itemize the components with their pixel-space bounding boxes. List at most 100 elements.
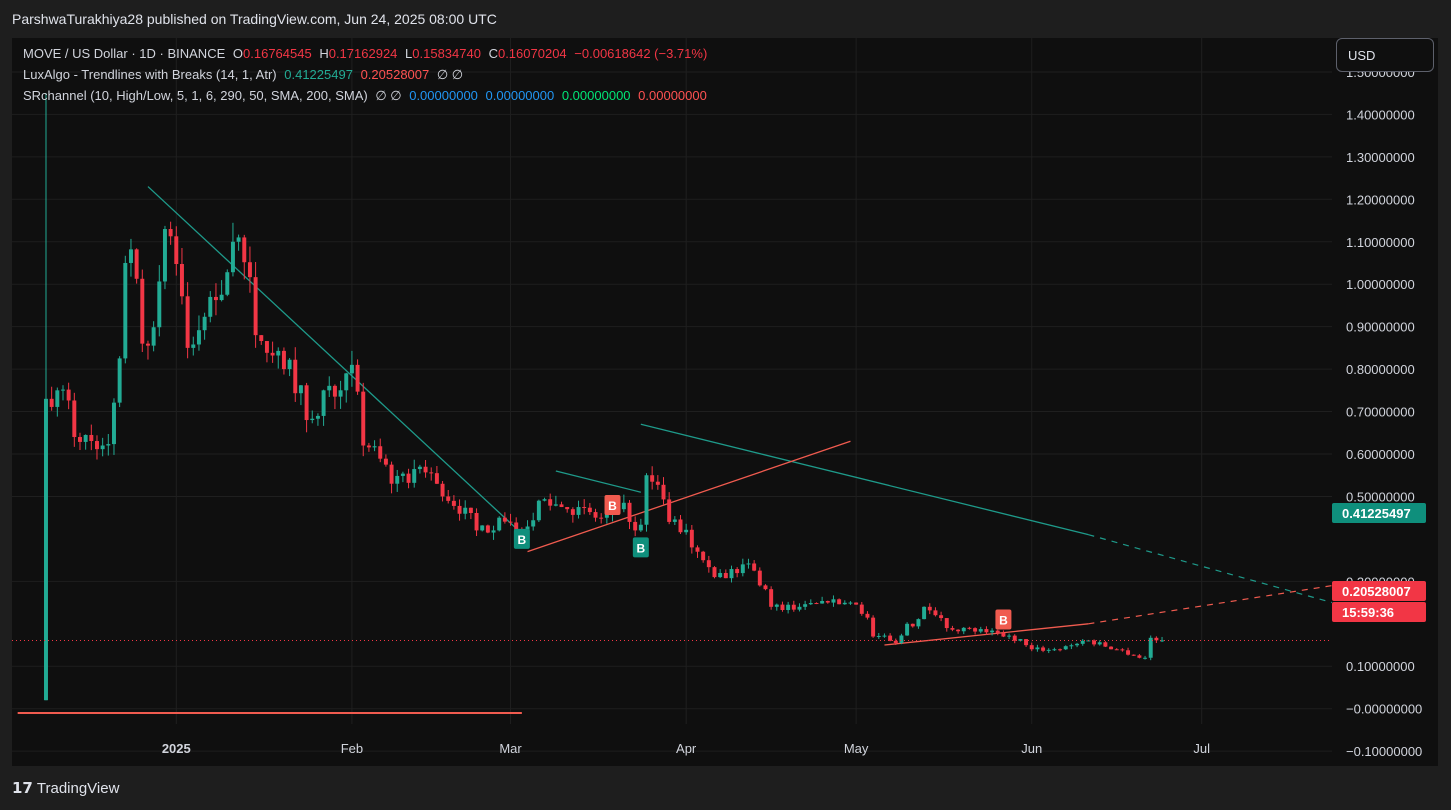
candle-body	[1148, 637, 1153, 658]
candle-body	[576, 507, 581, 515]
candle-body	[502, 517, 507, 522]
candle-body	[497, 517, 502, 531]
candle-body	[412, 469, 417, 483]
candle-body	[927, 606, 932, 611]
candle-body	[451, 500, 456, 506]
candle-body	[117, 358, 122, 403]
candle-body	[752, 563, 757, 571]
candle-body	[825, 600, 830, 603]
candle-body	[786, 604, 791, 611]
candle-body	[1114, 649, 1119, 651]
candle-body	[94, 441, 99, 450]
symbol-name[interactable]: MOVE / US Dollar · 1D · BINANCE	[23, 46, 226, 61]
break-marker-label: B	[608, 499, 617, 513]
candle-body	[604, 513, 609, 518]
candle-body	[298, 385, 303, 394]
candle-body	[661, 484, 666, 500]
candle-body	[542, 499, 547, 501]
candle-body	[338, 390, 343, 397]
candle-body	[939, 615, 944, 619]
candle-body	[361, 391, 366, 446]
candle-body	[106, 444, 111, 446]
candle-body	[151, 327, 156, 346]
candle-body	[1131, 654, 1136, 656]
candle-body	[349, 364, 354, 374]
srchannel-null-values: ∅ ∅	[375, 88, 402, 103]
y-tick-label: 1.20000000	[1346, 192, 1415, 207]
indicator-name-luxalgo[interactable]: LuxAlgo - Trendlines with Breaks (14, 1,…	[23, 67, 277, 82]
candle-body	[1143, 657, 1148, 659]
candle-body	[820, 600, 825, 604]
candle-body	[72, 400, 77, 438]
candle-body	[797, 606, 802, 610]
candle-body	[1001, 632, 1006, 637]
tradingview-logo[interactable]: 𝟭𝟳 TradingView	[12, 779, 119, 797]
x-tick-label: Jun	[1021, 741, 1042, 756]
y-tick-label: 1.00000000	[1346, 277, 1415, 292]
candle-body	[859, 604, 864, 614]
candle-body	[803, 604, 808, 607]
y-tick-label: 1.30000000	[1346, 150, 1415, 165]
x-tick-label: Jul	[1193, 741, 1210, 756]
candle-body	[474, 512, 479, 531]
candle-body	[1075, 643, 1080, 646]
candle-body	[718, 572, 723, 578]
y-tick-label: 0.80000000	[1346, 362, 1415, 377]
candle-body	[406, 473, 411, 483]
candle-body	[553, 504, 558, 506]
candle-body	[174, 236, 179, 265]
currency-selector[interactable]: USD	[1336, 38, 1434, 72]
candle-body	[837, 599, 842, 605]
candle-body	[389, 464, 394, 484]
candle-body	[774, 604, 779, 607]
candle-body	[344, 373, 349, 391]
candle-body	[1092, 640, 1097, 645]
candle-body	[888, 635, 893, 641]
candle-body	[55, 390, 60, 407]
trendline-teal	[555, 470, 641, 493]
candle-body	[769, 589, 774, 607]
candle-body	[508, 521, 513, 523]
candle-body	[746, 563, 751, 565]
candle-body	[162, 229, 167, 282]
indicator-name-srchannel[interactable]: SRchannel (10, High/Low, 5, 1, 6, 290, 5…	[23, 88, 368, 103]
candle-body	[321, 390, 326, 416]
candle-body	[984, 629, 989, 633]
candle-body	[1063, 646, 1068, 650]
footer: 𝟭𝟳 TradingView	[0, 770, 1451, 810]
candle-body	[990, 630, 995, 633]
candle-body	[684, 529, 689, 533]
candle-body	[967, 627, 972, 629]
symbol-legend[interactable]: MOVE / US Dollar · 1D · BINANCE O0.16764…	[23, 46, 711, 61]
candle-body	[1069, 645, 1074, 647]
high-label: H	[319, 46, 329, 61]
top-bar: ParshwaTurakhiya28 published on TradingV…	[0, 0, 1451, 38]
price-chart[interactable]: 1.500000001.400000001.300000001.20000000…	[12, 38, 1438, 766]
srchannel-value-3: 0.00000000	[561, 88, 631, 103]
candle-body	[366, 445, 371, 448]
candle-body	[66, 389, 71, 401]
candle-body	[179, 264, 184, 297]
candle-body	[831, 599, 836, 603]
candle-body	[457, 505, 462, 514]
candle-body	[933, 610, 938, 616]
candle-body	[225, 272, 230, 295]
candle-body	[485, 525, 490, 533]
candle-body	[882, 635, 887, 637]
x-tick-label: 2025	[162, 741, 191, 756]
candle-body	[876, 635, 881, 637]
candle-body	[644, 475, 649, 525]
indicator-legend-luxalgo[interactable]: LuxAlgo - Trendlines with Breaks (14, 1,…	[23, 67, 467, 83]
candle-body	[196, 330, 201, 345]
candle-body	[706, 560, 711, 568]
candle-body	[865, 613, 870, 618]
candle-body	[202, 316, 207, 331]
break-marker-label: B	[999, 614, 1008, 628]
candle-body	[978, 629, 983, 632]
indicator-legend-srchannel[interactable]: SRchannel (10, High/Low, 5, 1, 6, 290, 5…	[23, 88, 711, 104]
candle-body	[871, 617, 876, 637]
luxalgo-null-values: ∅ ∅	[436, 67, 464, 82]
candle-body	[995, 630, 1000, 633]
candle-body	[689, 529, 694, 548]
candle-body	[123, 262, 128, 359]
